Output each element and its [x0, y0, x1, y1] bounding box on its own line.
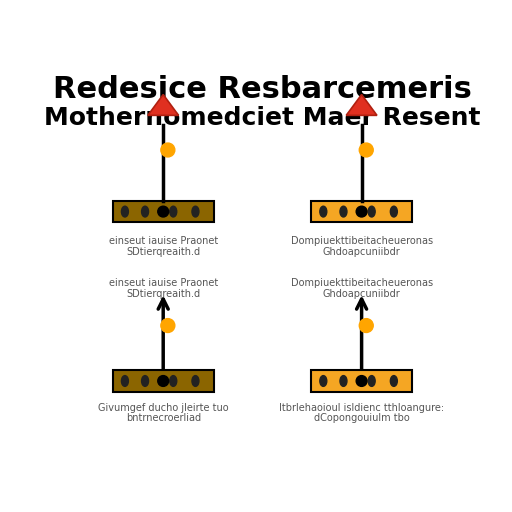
Text: einseut iauise Praonet: einseut iauise Praonet [109, 236, 218, 246]
Bar [113, 201, 214, 222]
Polygon shape [346, 95, 377, 115]
Ellipse shape [121, 376, 129, 387]
Circle shape [158, 206, 168, 217]
Ellipse shape [390, 206, 397, 217]
Ellipse shape [192, 376, 199, 387]
Ellipse shape [192, 206, 199, 217]
Circle shape [158, 376, 168, 387]
Text: Redesice Resbarcemeris: Redesice Resbarcemeris [53, 75, 472, 104]
Ellipse shape [320, 376, 327, 387]
Ellipse shape [368, 206, 375, 217]
Text: Itbrlehaoioul isldienc tthloangure:: Itbrlehaoioul isldienc tthloangure: [279, 402, 444, 413]
Circle shape [161, 318, 175, 332]
Bar [311, 201, 412, 222]
Circle shape [356, 376, 367, 387]
Text: dCopongouiulm tbo: dCopongouiulm tbo [314, 413, 410, 423]
Text: SDtierqreaith.d: SDtierqreaith.d [126, 289, 200, 298]
Circle shape [359, 318, 373, 332]
Text: Ghdoapcuniibdr: Ghdoapcuniibdr [323, 289, 400, 298]
Ellipse shape [320, 206, 327, 217]
Bar [311, 370, 412, 392]
Circle shape [356, 206, 367, 217]
Ellipse shape [142, 376, 148, 387]
Text: Ghdoapcuniibdr: Ghdoapcuniibdr [323, 247, 400, 257]
Circle shape [359, 143, 373, 157]
Ellipse shape [340, 206, 347, 217]
Text: bntrnecroerliad: bntrnecroerliad [125, 413, 201, 423]
Text: einseut iauise Praonet: einseut iauise Praonet [109, 278, 218, 288]
Bar [113, 370, 214, 392]
Text: SDtierqreaith.d: SDtierqreaith.d [126, 247, 200, 257]
Ellipse shape [170, 206, 177, 217]
Ellipse shape [390, 376, 397, 387]
Text: Dompiuekttibeitacheueronas: Dompiuekttibeitacheueronas [290, 236, 433, 246]
Ellipse shape [368, 376, 375, 387]
Ellipse shape [121, 206, 129, 217]
Ellipse shape [170, 376, 177, 387]
Text: Mothernomedciet Maer Resent: Mothernomedciet Maer Resent [44, 106, 481, 130]
Polygon shape [148, 95, 179, 115]
Ellipse shape [142, 206, 148, 217]
Circle shape [161, 143, 175, 157]
Text: Givumgef ducho jleirte tuo: Givumgef ducho jleirte tuo [98, 402, 228, 413]
Ellipse shape [340, 376, 347, 387]
Text: Dompiuekttibeitacheueronas: Dompiuekttibeitacheueronas [290, 278, 433, 288]
